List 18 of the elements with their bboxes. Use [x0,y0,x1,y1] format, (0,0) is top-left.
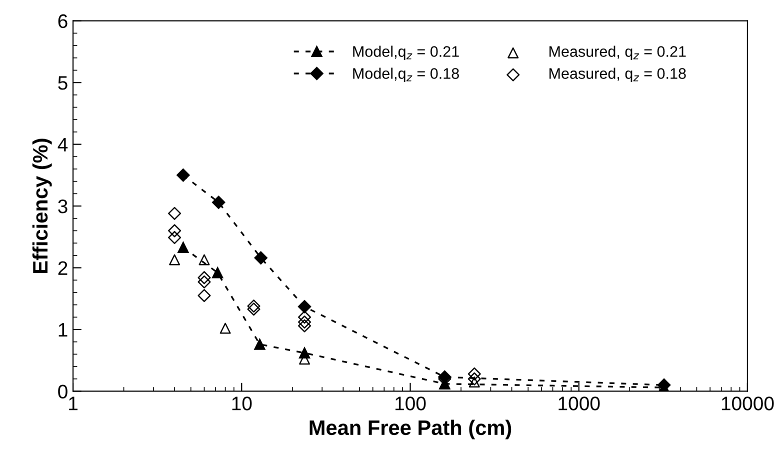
legend-label: Model,q$_{z}$ = 0.21 [353,46,459,60]
y-tick-label: 6 [58,14,68,28]
y-tick-label: 0 [58,384,68,398]
y-tick-label: 3 [58,200,68,214]
legend-label: Measured, q$_{z}$ = 0.21 [550,46,686,60]
legend-label: Model,q$_{z}$ = 0.18 [353,68,459,82]
y-tick-label: 4 [58,138,68,152]
y-tick-label: 5 [58,76,68,90]
y-axis-title: Efficiency (%) [32,138,52,273]
x-tick-label: 1 [69,396,78,410]
x-tick-label: 100 [396,396,426,410]
x-tick-label: 1000 [558,396,600,410]
legend-label: Measured, q$_{z}$ = 0.18 [550,68,686,82]
y-tick-label: 1 [58,323,68,337]
x-axis-title: Mean Free Path (cm) [310,420,512,440]
x-tick-label: 10 [232,396,252,410]
x-tick-label: 10000 [722,396,774,410]
y-tick-label: 2 [58,261,68,275]
